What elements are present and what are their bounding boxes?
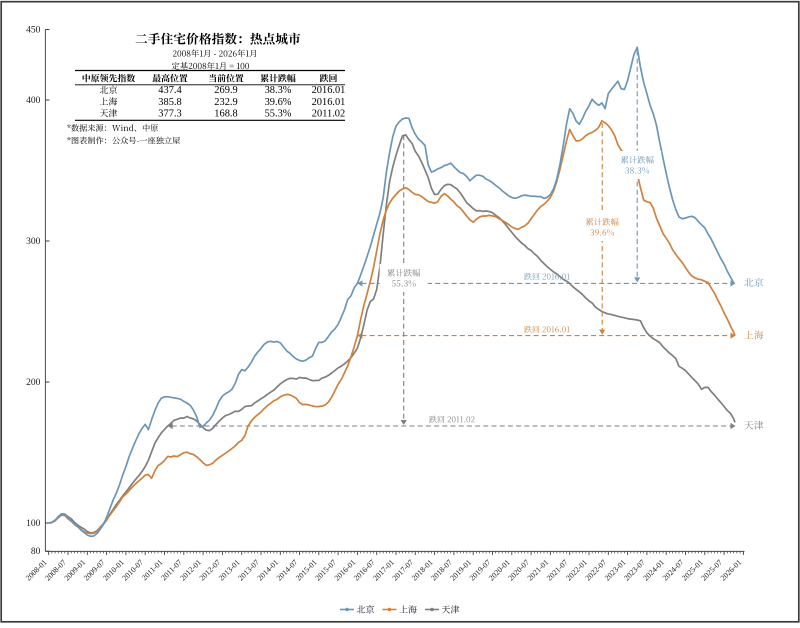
svg-text:38.3%: 38.3% xyxy=(265,85,292,96)
svg-text:2016.01: 2016.01 xyxy=(312,97,346,108)
svg-text:450: 450 xyxy=(26,25,41,35)
svg-text:400: 400 xyxy=(26,96,41,106)
svg-text:55.3%: 55.3% xyxy=(265,108,292,119)
svg-text:269.9: 269.9 xyxy=(214,85,237,96)
svg-text:100: 100 xyxy=(26,519,41,529)
svg-text:437.4: 437.4 xyxy=(158,85,182,96)
svg-text:168.8: 168.8 xyxy=(214,108,237,119)
svg-text:300: 300 xyxy=(26,237,41,247)
svg-text:377.3: 377.3 xyxy=(158,108,181,119)
svg-text:200: 200 xyxy=(26,378,41,388)
svg-text:2016.01: 2016.01 xyxy=(312,85,346,96)
svg-text:385.8: 385.8 xyxy=(158,97,181,108)
svg-text:2011.02: 2011.02 xyxy=(312,108,345,119)
svg-text:39.6%: 39.6% xyxy=(265,97,292,108)
svg-text:80: 80 xyxy=(31,547,41,557)
svg-text:232.9: 232.9 xyxy=(214,97,237,108)
